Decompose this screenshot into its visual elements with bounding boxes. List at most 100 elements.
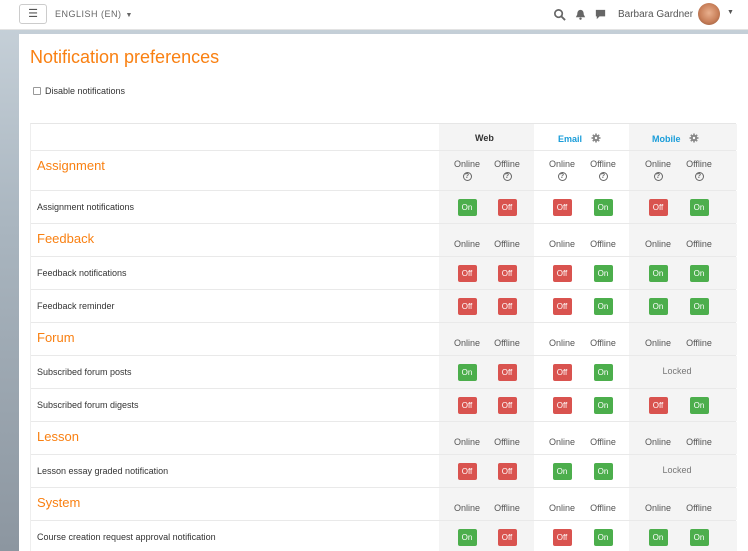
toggle-button[interactable]: On: [689, 397, 709, 414]
toggle-button[interactable]: On: [593, 265, 613, 282]
bell-icon[interactable]: [574, 8, 587, 21]
toggle-button[interactable]: On: [552, 463, 572, 480]
language-menu[interactable]: ENGLISH (EN) ▼: [55, 9, 133, 19]
disable-notifications-checkbox[interactable]: [33, 87, 41, 95]
toggle-button[interactable]: On: [648, 298, 668, 315]
toggle-button[interactable]: On: [593, 199, 613, 216]
toggle-cell: On: [638, 529, 678, 546]
toggle-button[interactable]: Off: [457, 397, 477, 414]
toggle-cell: On: [542, 463, 582, 480]
group-title: Forum: [37, 330, 75, 345]
toggle-cell: On: [583, 397, 623, 414]
mobile-column-bg: [629, 151, 737, 190]
preferences-table: Web Email Mobile: [30, 123, 737, 551]
toggle-button[interactable]: On: [593, 529, 613, 546]
toggle-button[interactable]: Off: [552, 298, 572, 315]
user-menu-name[interactable]: Barbara Gardner: [618, 9, 694, 20]
group-title: Lesson: [37, 429, 79, 444]
offline-header: Offline: [583, 503, 623, 513]
toggle-button[interactable]: Off: [497, 364, 517, 381]
web-column-bg: [439, 257, 534, 289]
toggle-button[interactable]: On: [593, 397, 613, 414]
offline-header: Offline: [583, 338, 623, 348]
toggle-button[interactable]: On: [593, 298, 613, 315]
toggle-cell: Off: [447, 298, 487, 315]
gear-icon[interactable]: [591, 133, 601, 143]
offline-header: Offline: [487, 338, 527, 348]
online-label: Online: [453, 159, 480, 169]
avatar[interactable]: [698, 3, 720, 25]
toggle-button[interactable]: Off: [648, 199, 668, 216]
group-header-row: Assignment Online? Offline? Online? Offline?…: [31, 151, 737, 191]
toggle-button[interactable]: On: [593, 463, 613, 480]
group-header-row: Feedback Online Offline Online Offline Online…: [31, 224, 737, 257]
email-column-header[interactable]: Email: [558, 133, 601, 144]
group-title: Assignment: [37, 158, 105, 173]
toggle-button[interactable]: On: [648, 529, 668, 546]
page-title: Notification preferences: [30, 47, 220, 67]
message-icon[interactable]: [594, 8, 607, 21]
toggle-button[interactable]: Off: [497, 199, 517, 216]
toggle-cell: Off: [487, 199, 527, 216]
help-icon[interactable]: ?: [557, 172, 567, 181]
table-row: Subscribed forum digests Off Off Off On Off On: [31, 389, 737, 422]
toggle-button[interactable]: Off: [497, 298, 517, 315]
toggle-button[interactable]: Off: [457, 298, 477, 315]
offline-header: Offline: [583, 239, 623, 249]
online-label: Online: [453, 338, 480, 348]
toggle-button[interactable]: On: [648, 265, 668, 282]
mobile-column-bg: [629, 455, 737, 487]
toggle-button[interactable]: Off: [552, 397, 572, 414]
help-icon[interactable]: ?: [502, 172, 512, 181]
toggle-button[interactable]: Off: [457, 463, 477, 480]
disable-notifications-control[interactable]: Disable notifications: [33, 86, 125, 96]
nav-drawer-toggle-button[interactable]: ☰: [19, 4, 47, 24]
offline-label: Offline: [494, 239, 520, 249]
mobile-column-bg: [629, 356, 737, 388]
toggle-button[interactable]: Off: [497, 463, 517, 480]
online-header: Online?: [638, 159, 678, 181]
toggle-button[interactable]: On: [689, 529, 709, 546]
offline-label: Offline: [590, 159, 616, 169]
toggle-button[interactable]: Off: [497, 265, 517, 282]
help-icon[interactable]: ?: [598, 172, 608, 181]
toggle-button[interactable]: On: [593, 364, 613, 381]
toggle-button[interactable]: On: [457, 199, 477, 216]
toggle-button[interactable]: Off: [552, 364, 572, 381]
mobile-column-bg: [629, 488, 737, 520]
offline-header: Offline: [679, 338, 719, 348]
help-icon[interactable]: ?: [653, 172, 663, 181]
online-label: Online: [644, 239, 671, 249]
toggle-button[interactable]: On: [457, 364, 477, 381]
online-label: Online: [453, 239, 480, 249]
toggle-button[interactable]: Off: [457, 265, 477, 282]
toggle-button[interactable]: Off: [552, 199, 572, 216]
mobile-column-bg: [629, 323, 737, 355]
toggle-button[interactable]: Off: [497, 397, 517, 414]
toggle-button[interactable]: On: [689, 199, 709, 216]
toggle-button[interactable]: Off: [648, 397, 668, 414]
online-header: Online: [447, 239, 487, 249]
toggle-cell: On: [638, 298, 678, 315]
online-header: Online: [638, 239, 678, 249]
table-row: Assignment notifications On Off Off On Off On: [31, 191, 737, 224]
online-label: Online: [453, 503, 480, 513]
toggle-cell: Off: [638, 199, 678, 216]
offline-header: Offline?: [583, 159, 623, 181]
toggle-button[interactable]: On: [689, 265, 709, 282]
help-icon[interactable]: ?: [462, 172, 472, 181]
search-icon[interactable]: [553, 8, 566, 21]
help-icon[interactable]: ?: [694, 172, 704, 181]
web-column-bg: [439, 290, 534, 322]
table-header-row: Web Email Mobile: [31, 124, 737, 151]
toggle-button[interactable]: Off: [497, 529, 517, 546]
toggle-button[interactable]: On: [457, 529, 477, 546]
toggle-button[interactable]: Off: [552, 265, 572, 282]
toggle-cell: Off: [487, 265, 527, 282]
toggle-button[interactable]: On: [689, 298, 709, 315]
mobile-column-header[interactable]: Mobile: [652, 133, 699, 144]
offline-label: Offline: [590, 437, 616, 447]
chevron-down-icon[interactable]: ▼: [727, 9, 734, 16]
gear-icon[interactable]: [689, 133, 699, 143]
toggle-button[interactable]: Off: [552, 529, 572, 546]
